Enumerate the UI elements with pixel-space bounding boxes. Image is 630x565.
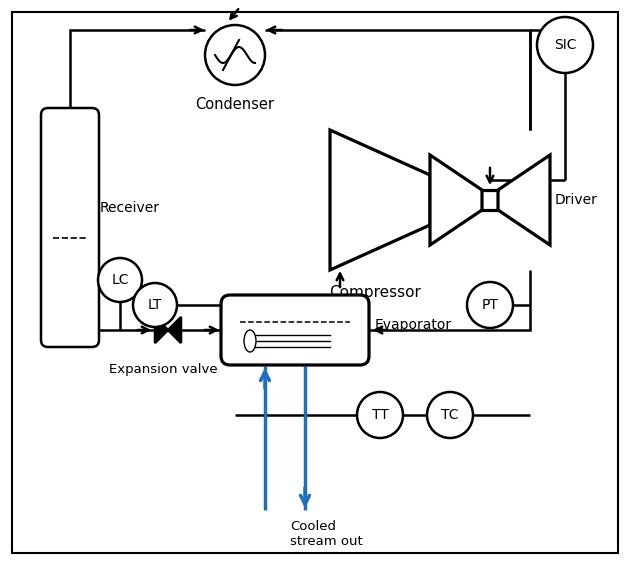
Circle shape: [98, 258, 142, 302]
Circle shape: [357, 392, 403, 438]
Text: Compressor: Compressor: [329, 285, 421, 300]
FancyBboxPatch shape: [41, 108, 99, 347]
Circle shape: [427, 392, 473, 438]
Text: LT: LT: [148, 298, 162, 312]
Polygon shape: [498, 155, 550, 245]
Polygon shape: [330, 130, 430, 270]
Polygon shape: [168, 317, 181, 343]
Text: LC: LC: [112, 273, 129, 287]
Text: Evaporator: Evaporator: [375, 318, 452, 332]
Text: Cooled
stream out: Cooled stream out: [290, 520, 363, 548]
Circle shape: [133, 283, 177, 327]
Text: Expansion valve: Expansion valve: [109, 363, 217, 376]
Text: Condenser: Condenser: [195, 97, 275, 112]
Text: TT: TT: [372, 408, 388, 422]
Polygon shape: [430, 155, 482, 245]
Polygon shape: [155, 317, 168, 343]
Text: SIC: SIC: [554, 38, 576, 52]
Text: Driver: Driver: [555, 193, 598, 207]
Circle shape: [537, 17, 593, 73]
Circle shape: [467, 282, 513, 328]
Text: PT: PT: [481, 298, 498, 312]
Ellipse shape: [244, 330, 256, 352]
FancyBboxPatch shape: [221, 295, 369, 365]
Text: Receiver: Receiver: [100, 201, 160, 215]
Text: TC: TC: [441, 408, 459, 422]
Circle shape: [205, 25, 265, 85]
